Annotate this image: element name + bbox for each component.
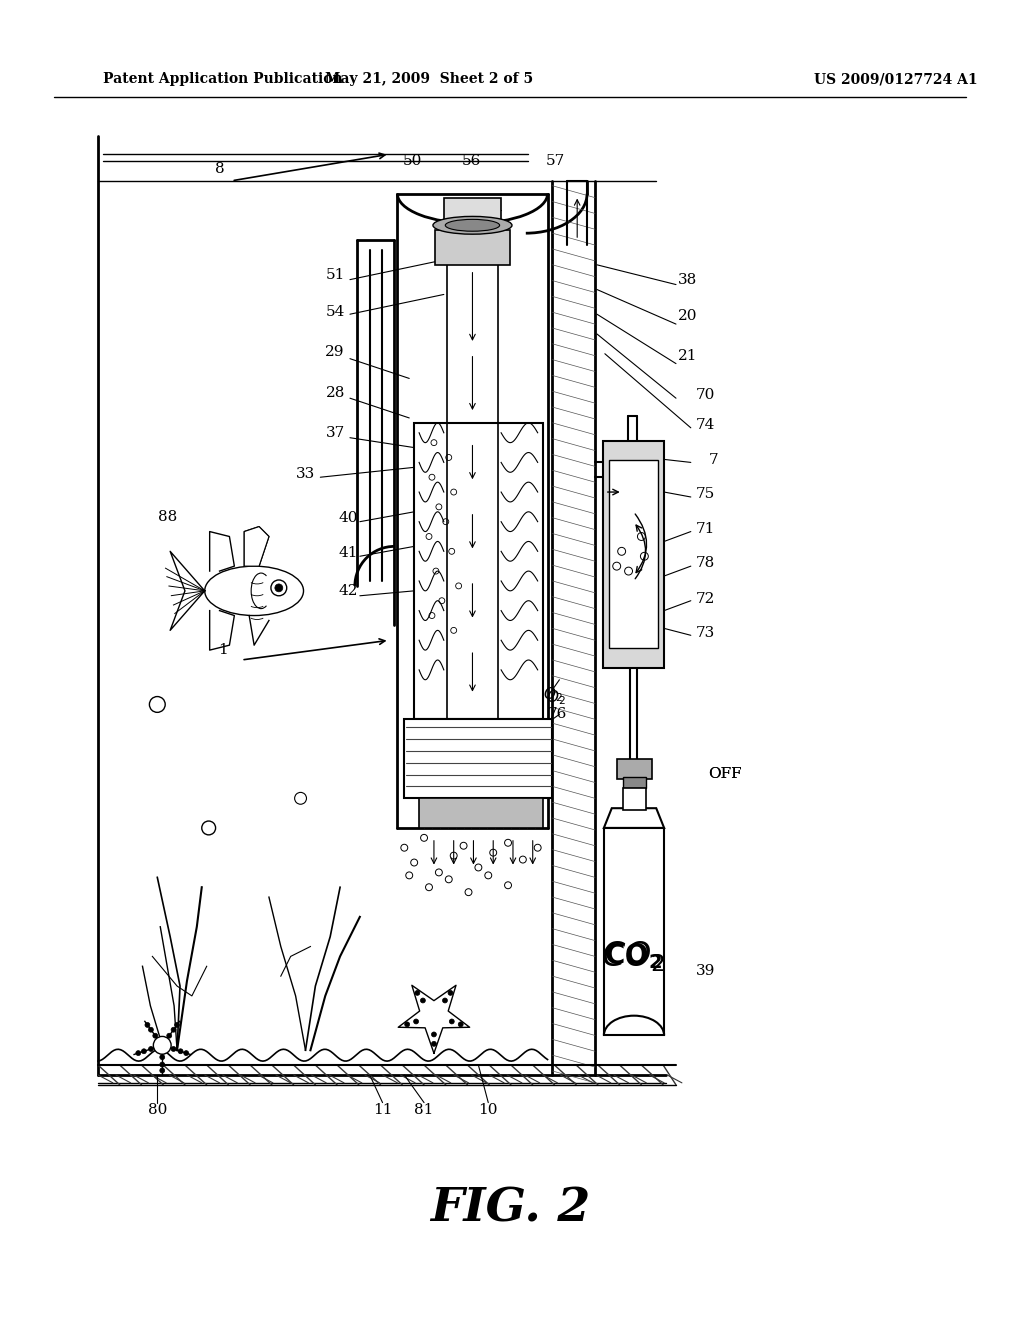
Text: 54: 54 bbox=[326, 305, 345, 319]
Text: 57: 57 bbox=[546, 154, 565, 168]
Circle shape bbox=[449, 990, 453, 995]
Circle shape bbox=[141, 1049, 146, 1053]
Text: 70: 70 bbox=[696, 388, 716, 403]
Text: 39: 39 bbox=[696, 964, 716, 978]
Circle shape bbox=[414, 1019, 419, 1024]
Text: 28: 28 bbox=[326, 387, 345, 400]
Text: US 2009/0127724 A1: US 2009/0127724 A1 bbox=[814, 73, 978, 86]
Circle shape bbox=[160, 1055, 165, 1060]
Text: 21: 21 bbox=[678, 348, 697, 363]
Text: 75: 75 bbox=[696, 487, 715, 502]
Circle shape bbox=[178, 1049, 183, 1053]
Text: 74: 74 bbox=[696, 418, 716, 432]
Text: Patent Application Publication: Patent Application Publication bbox=[103, 73, 343, 86]
Circle shape bbox=[148, 1047, 154, 1052]
Circle shape bbox=[145, 1023, 150, 1027]
Ellipse shape bbox=[433, 216, 512, 234]
Bar bbox=[419, 799, 543, 828]
Circle shape bbox=[167, 1034, 172, 1039]
Ellipse shape bbox=[445, 219, 500, 231]
Polygon shape bbox=[604, 808, 665, 828]
Bar bbox=[623, 788, 646, 810]
Circle shape bbox=[431, 1032, 436, 1038]
Ellipse shape bbox=[205, 566, 303, 615]
Text: 1: 1 bbox=[218, 643, 228, 657]
Bar bbox=[616, 759, 652, 779]
Circle shape bbox=[160, 1063, 165, 1067]
Text: 40: 40 bbox=[338, 511, 357, 525]
Text: 29: 29 bbox=[326, 345, 345, 359]
Text: 38: 38 bbox=[678, 273, 697, 286]
Circle shape bbox=[415, 990, 420, 995]
Circle shape bbox=[421, 998, 425, 1003]
Text: 20: 20 bbox=[678, 309, 697, 323]
Bar bbox=[609, 461, 658, 648]
Text: 71: 71 bbox=[696, 521, 716, 536]
Bar bbox=[414, 422, 543, 719]
Bar bbox=[435, 230, 510, 265]
Text: 11: 11 bbox=[373, 1102, 392, 1117]
Text: 81: 81 bbox=[415, 1102, 434, 1117]
Text: 76: 76 bbox=[548, 708, 567, 721]
Text: OFF: OFF bbox=[709, 767, 742, 780]
Text: 8: 8 bbox=[215, 162, 224, 176]
Text: 88: 88 bbox=[158, 510, 177, 524]
Text: 80: 80 bbox=[147, 1102, 167, 1117]
Text: $CO_2$: $CO_2$ bbox=[601, 939, 666, 974]
Circle shape bbox=[171, 1047, 176, 1052]
Circle shape bbox=[450, 1019, 455, 1024]
Text: 73: 73 bbox=[696, 626, 715, 640]
Circle shape bbox=[153, 1034, 158, 1039]
Circle shape bbox=[274, 583, 283, 591]
Polygon shape bbox=[245, 527, 269, 566]
Circle shape bbox=[148, 1027, 154, 1032]
Text: 41: 41 bbox=[338, 546, 357, 560]
Text: FIG. 2: FIG. 2 bbox=[430, 1185, 590, 1232]
Text: 7: 7 bbox=[709, 454, 719, 467]
Text: 33: 33 bbox=[296, 467, 315, 482]
Circle shape bbox=[136, 1051, 140, 1056]
Circle shape bbox=[154, 1036, 171, 1055]
Circle shape bbox=[183, 1051, 188, 1056]
Circle shape bbox=[271, 579, 287, 595]
Circle shape bbox=[431, 1041, 436, 1047]
Circle shape bbox=[404, 1022, 410, 1027]
Circle shape bbox=[174, 1023, 179, 1027]
Text: 78: 78 bbox=[696, 556, 715, 570]
Text: 56: 56 bbox=[462, 154, 481, 168]
Bar bbox=[404, 719, 553, 799]
Text: May 21, 2009  Sheet 2 of 5: May 21, 2009 Sheet 2 of 5 bbox=[325, 73, 534, 86]
Text: $O_2$: $O_2$ bbox=[543, 685, 562, 704]
Bar bbox=[604, 828, 665, 1035]
Circle shape bbox=[160, 1068, 165, 1073]
Circle shape bbox=[442, 998, 447, 1003]
Bar bbox=[443, 198, 501, 230]
Text: 42: 42 bbox=[338, 583, 357, 598]
Text: $\mathbf{CO_2}$: $\mathbf{CO_2}$ bbox=[604, 941, 663, 972]
Text: 10: 10 bbox=[478, 1102, 498, 1117]
Text: $O_2$: $O_2$ bbox=[546, 688, 565, 708]
Text: 72: 72 bbox=[696, 591, 716, 606]
Text: OFF: OFF bbox=[709, 767, 742, 780]
Circle shape bbox=[459, 1022, 463, 1027]
Text: 51: 51 bbox=[326, 268, 345, 281]
Bar bbox=[603, 441, 665, 668]
Text: 50: 50 bbox=[402, 154, 422, 168]
Bar bbox=[623, 776, 646, 788]
Text: 37: 37 bbox=[326, 426, 345, 440]
Circle shape bbox=[171, 1027, 176, 1032]
